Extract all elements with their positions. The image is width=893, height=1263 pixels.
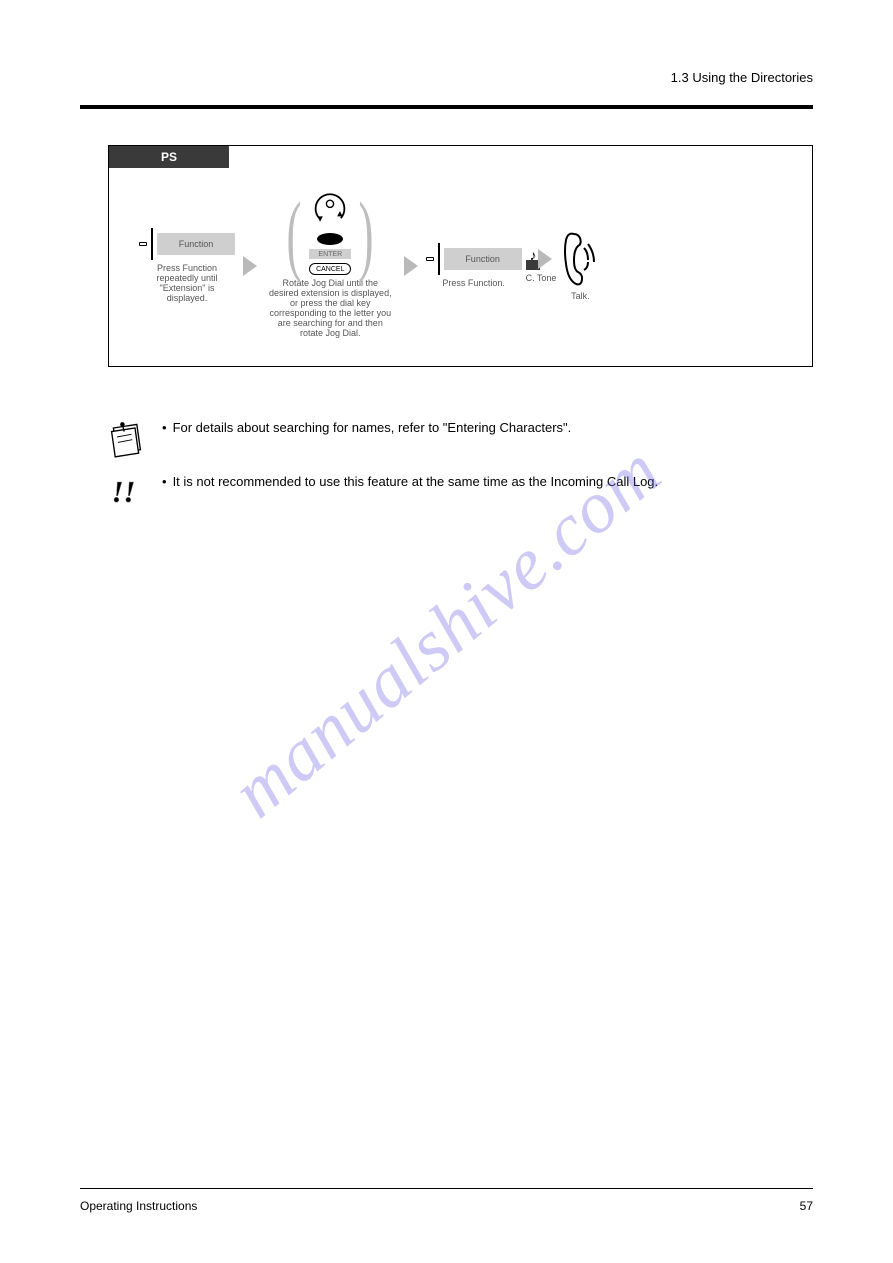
center-button-icon xyxy=(317,233,343,245)
jog-dial-icon xyxy=(312,193,348,229)
step2-caption: Press Function. xyxy=(442,279,505,289)
footer-rule xyxy=(80,1188,813,1189)
note-row-2: !! • It is not recommended to use this f… xyxy=(108,473,813,509)
note-2-text: It is not recommended to use this featur… xyxy=(173,473,659,492)
header-section: 1.3 Using the Directories xyxy=(80,70,813,85)
button-divider xyxy=(151,228,153,260)
ps-tab: PS xyxy=(109,146,229,168)
footer-left: Operating Instructions xyxy=(80,1199,197,1213)
ctone-caption: C. Tone xyxy=(526,274,557,284)
jog-caption: Rotate Jog Dial until the desired extens… xyxy=(269,279,392,338)
led-indicator xyxy=(139,242,147,246)
footer-page-number: 57 xyxy=(800,1199,813,1213)
talk-caption: Talk. xyxy=(571,292,590,302)
cancel-label: CANCEL xyxy=(309,263,351,275)
ctone-unit: ♪ C. Tone xyxy=(526,248,557,284)
step1-caption: Press Function repeatedly until "Extensi… xyxy=(156,264,217,304)
note-row-1: • For details about searching for names,… xyxy=(108,419,813,459)
procedure-diagram: PS Function Press Function repeatedly un… xyxy=(108,145,813,367)
header-rule xyxy=(80,105,813,109)
svg-text:!!: !! xyxy=(112,474,136,508)
note-paper-icon xyxy=(108,419,144,459)
arrow-icon xyxy=(243,256,257,276)
footer: Operating Instructions 57 xyxy=(80,1188,813,1213)
led-indicator xyxy=(426,257,434,261)
left-paren-icon: ( xyxy=(287,210,302,260)
arrow-icon xyxy=(538,249,552,269)
bullet: • xyxy=(162,473,167,492)
note-1-text: For details about searching for names, r… xyxy=(173,419,572,438)
step1-unit: Function Press Function repeatedly until… xyxy=(139,228,235,304)
jog-unit: ( ENTER CANCEL xyxy=(265,193,396,338)
arrow-icon xyxy=(404,256,418,276)
right-paren-icon: ) xyxy=(359,210,374,260)
enter-label: ENTER xyxy=(309,249,351,259)
diagram-flow: Function Press Function repeatedly until… xyxy=(109,146,812,366)
function-button-2: Function xyxy=(444,248,522,270)
handset-icon xyxy=(560,230,600,288)
exclaim-icon: !! xyxy=(108,473,144,509)
bullet: • xyxy=(162,419,167,438)
button-divider xyxy=(438,243,440,275)
talk-unit: Talk. xyxy=(560,230,600,302)
function-button-1: Function xyxy=(157,233,235,255)
step2-unit: Function Press Function. xyxy=(426,243,522,289)
